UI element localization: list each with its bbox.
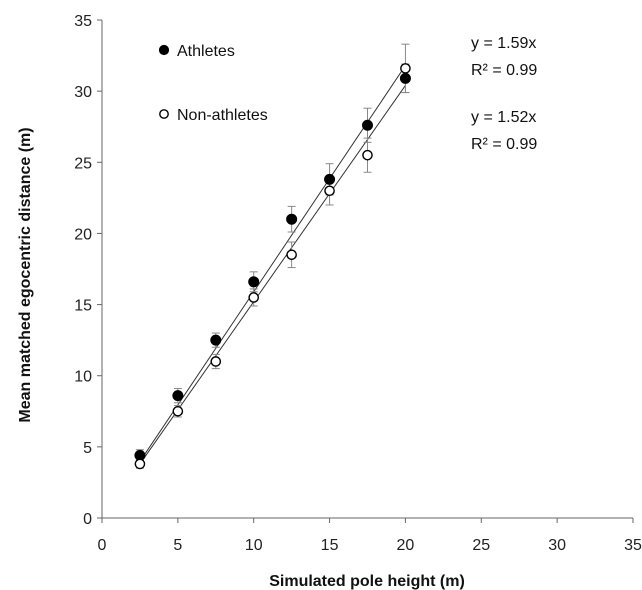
legend-marker-athletes — [158, 44, 170, 56]
x-tick-label: 25 — [472, 537, 490, 554]
r-squared-athletes: R² = 0.99 — [471, 62, 537, 79]
y-tick-label: 30 — [74, 84, 92, 101]
data-point-non-athletes — [134, 458, 146, 470]
data-point-athletes — [248, 276, 260, 288]
y-tick-label: 35 — [74, 13, 92, 30]
regression-line-non-athletes — [139, 85, 406, 465]
y-tick-label: 25 — [74, 155, 92, 172]
y-tick-label: 0 — [83, 511, 92, 528]
data-point-non-athletes — [248, 292, 260, 303]
fit-equations: y = 1.59x R² = 0.99 y = 1.52x R² = 0.99 — [471, 35, 537, 153]
x-tick-label: 10 — [245, 537, 263, 554]
x-tick-label: 0 — [98, 537, 107, 554]
x-tick-label: 35 — [624, 537, 642, 554]
data-point-athletes — [210, 334, 222, 346]
y-tick-label: 15 — [74, 298, 92, 315]
equation-non-athletes: y = 1.52x — [471, 109, 536, 126]
data-point-non-athletes — [362, 149, 373, 161]
data-point-non-athletes — [172, 405, 184, 417]
data-point-athletes — [399, 72, 411, 84]
data-point-athletes — [172, 390, 184, 402]
data-point-athletes — [324, 173, 336, 185]
y-tick-label: 5 — [83, 440, 92, 457]
data-point-non-athletes — [210, 356, 222, 367]
data-points — [134, 63, 411, 470]
data-point-non-athletes — [286, 249, 297, 261]
legend-label-athletes: Athletes — [177, 43, 235, 60]
y-axis-ticks: 0 5 10 15 20 25 30 35 — [74, 13, 102, 528]
data-point-athletes — [362, 119, 373, 131]
data-point-non-athletes — [400, 63, 411, 74]
x-tick-label: 20 — [397, 537, 415, 554]
legend-marker-non-athletes — [159, 109, 169, 119]
legend: Athletes Non-athletes — [158, 43, 268, 124]
x-tick-label: 15 — [321, 537, 339, 554]
y-tick-label: 10 — [74, 369, 92, 386]
plot-area: 0 5 10 15 20 25 30 35 0 5 10 15 20 25 30 35 — [74, 13, 642, 554]
r-squared-non-athletes: R² = 0.99 — [471, 136, 537, 153]
x-axis-title: Simulated pole height (m) — [269, 573, 465, 590]
x-tick-label: 30 — [548, 537, 566, 554]
x-axis-ticks: 0 5 10 15 20 25 30 35 — [98, 518, 642, 554]
data-point-non-athletes — [324, 185, 335, 197]
regression-line-athletes — [139, 65, 406, 462]
y-axis-title: Mean matched egocentric distance (m) — [17, 127, 34, 422]
equation-athletes: y = 1.59x — [471, 35, 536, 52]
data-point-athletes — [286, 213, 298, 225]
x-tick-label: 5 — [173, 537, 182, 554]
y-tick-label: 20 — [74, 226, 92, 243]
legend-label-non-athletes: Non-athletes — [177, 107, 268, 124]
regression-lines — [139, 65, 406, 465]
